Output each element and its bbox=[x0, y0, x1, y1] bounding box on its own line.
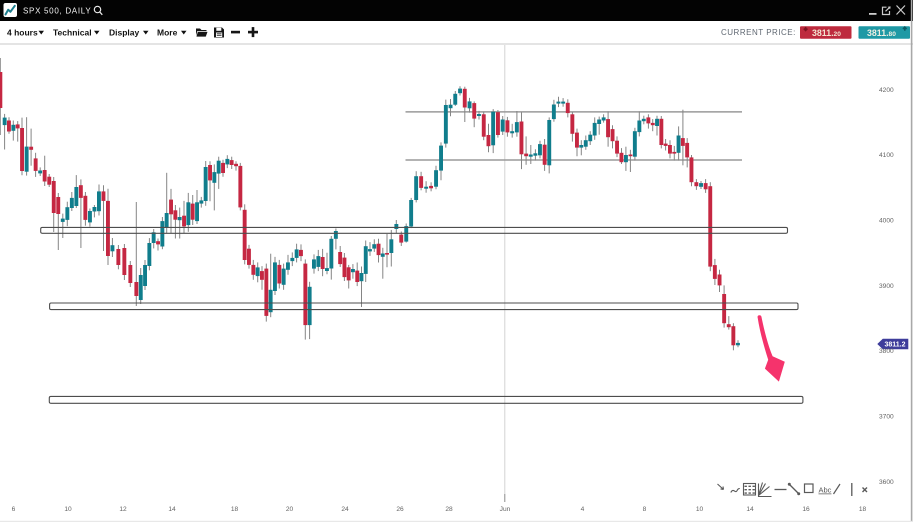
svg-text:10: 10 bbox=[64, 506, 72, 513]
svg-text:28: 28 bbox=[445, 506, 453, 513]
svg-text:12: 12 bbox=[119, 506, 127, 513]
svg-text:14: 14 bbox=[168, 506, 176, 513]
svg-text:Display: Display bbox=[109, 27, 140, 37]
svg-text:3700: 3700 bbox=[879, 413, 894, 420]
svg-text:CURRENT PRICE:: CURRENT PRICE: bbox=[721, 28, 796, 37]
svg-text:3600: 3600 bbox=[879, 479, 894, 486]
svg-text:4100: 4100 bbox=[879, 152, 894, 159]
svg-text:3900: 3900 bbox=[879, 283, 894, 290]
svg-text:18: 18 bbox=[231, 506, 239, 513]
svg-text:More: More bbox=[157, 27, 178, 37]
svg-text:4000: 4000 bbox=[879, 217, 894, 224]
svg-text:Jun: Jun bbox=[500, 506, 511, 513]
svg-text:SPX 500, DAILY: SPX 500, DAILY bbox=[23, 7, 91, 16]
svg-text:20: 20 bbox=[286, 506, 294, 513]
svg-text:24: 24 bbox=[341, 506, 349, 513]
svg-text:3811.80: 3811.80 bbox=[867, 28, 896, 38]
svg-text:3800: 3800 bbox=[879, 348, 894, 355]
svg-text:6: 6 bbox=[12, 506, 16, 513]
svg-text:26: 26 bbox=[396, 506, 404, 513]
svg-text:3811.20: 3811.20 bbox=[812, 28, 841, 38]
svg-text:14: 14 bbox=[746, 506, 754, 513]
svg-text:4 hours: 4 hours bbox=[7, 27, 38, 37]
svg-text:4200: 4200 bbox=[879, 87, 894, 94]
svg-text:16: 16 bbox=[802, 506, 810, 513]
svg-text:Technical: Technical bbox=[53, 27, 92, 37]
svg-text:8: 8 bbox=[643, 506, 647, 513]
svg-text:4: 4 bbox=[581, 506, 585, 513]
svg-text:18: 18 bbox=[859, 506, 867, 513]
svg-text:Abc: Abc bbox=[819, 486, 832, 495]
svg-text:10: 10 bbox=[696, 506, 704, 513]
svg-text:3811.2: 3811.2 bbox=[885, 342, 906, 349]
